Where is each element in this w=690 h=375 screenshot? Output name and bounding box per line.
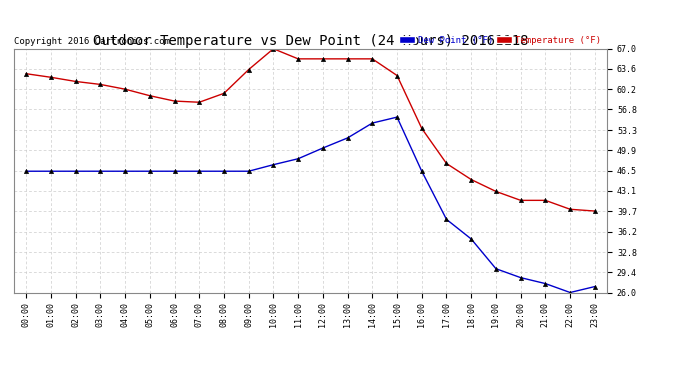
Text: Copyright 2016 Cartronics.com: Copyright 2016 Cartronics.com xyxy=(14,38,170,46)
Title: Outdoor Temperature vs Dew Point (24 Hours) 20161118: Outdoor Temperature vs Dew Point (24 Hou… xyxy=(92,34,529,48)
Legend: Dew Point (°F), Temperature (°F): Dew Point (°F), Temperature (°F) xyxy=(397,34,602,46)
